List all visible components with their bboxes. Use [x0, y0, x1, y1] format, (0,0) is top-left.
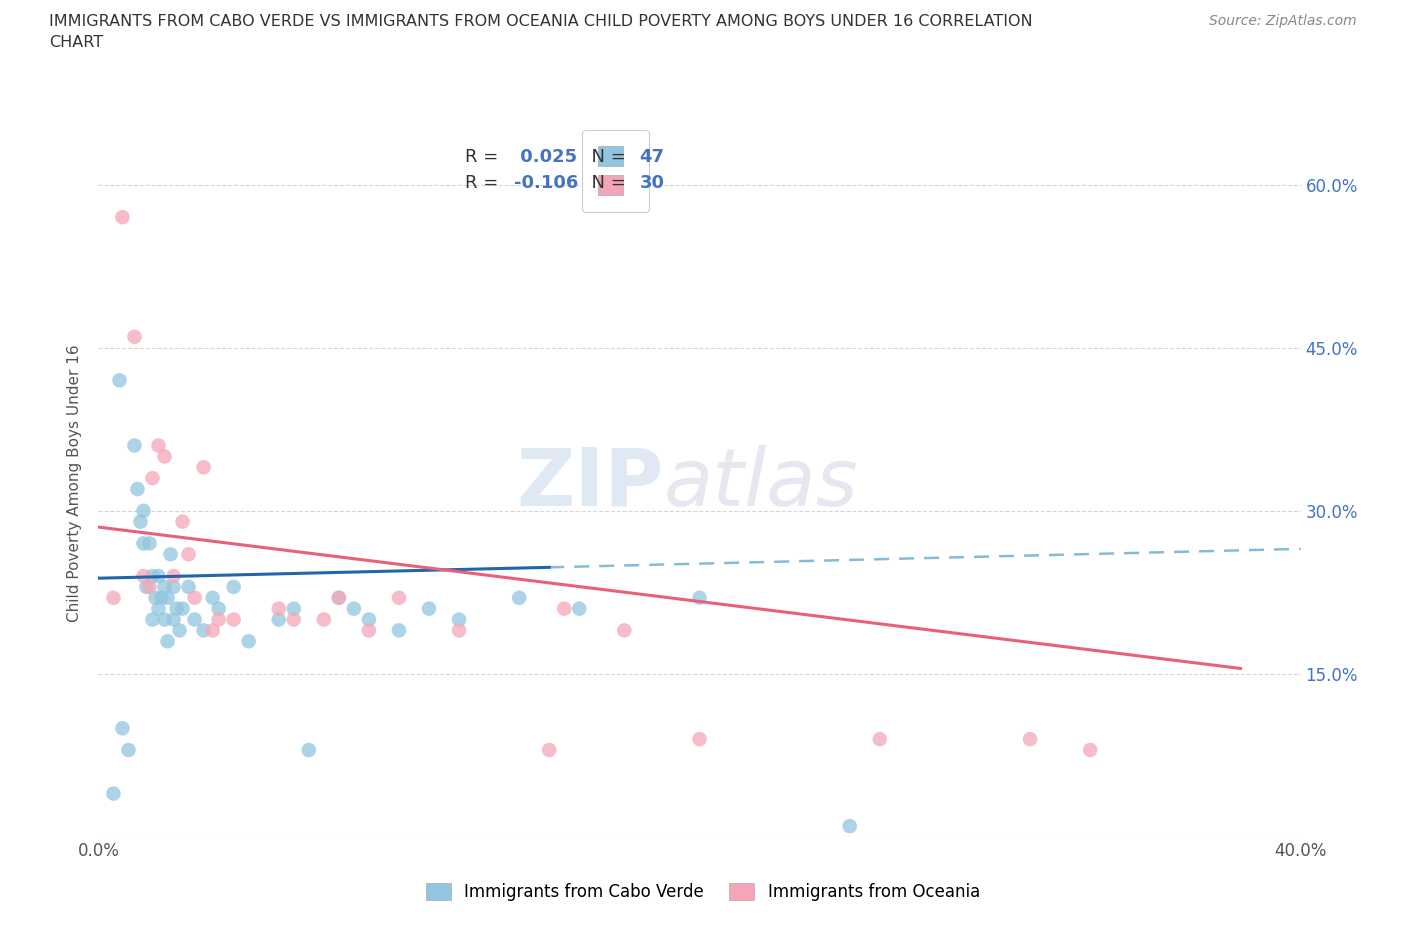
Point	[148, 568, 170, 583]
Point	[138, 579, 160, 594]
Point	[141, 568, 163, 583]
Point	[156, 634, 179, 649]
Point	[103, 786, 125, 801]
Point	[153, 579, 176, 594]
Point	[138, 536, 160, 551]
Point	[388, 623, 411, 638]
Point	[117, 742, 139, 757]
Point	[357, 612, 380, 627]
Y-axis label: Child Poverty Among Boys Under 16: Child Poverty Among Boys Under 16	[67, 345, 83, 622]
Point	[838, 818, 860, 833]
Point	[447, 623, 470, 638]
Point	[166, 601, 188, 616]
Text: N =: N =	[581, 174, 631, 192]
Point	[418, 601, 440, 616]
Text: CHART: CHART	[49, 35, 103, 50]
Point	[132, 568, 155, 583]
Point	[343, 601, 366, 616]
Point	[283, 612, 305, 627]
Point	[538, 742, 561, 757]
Point	[183, 612, 205, 627]
Point	[172, 601, 194, 616]
Point	[298, 742, 321, 757]
Point	[141, 612, 163, 627]
Point	[183, 591, 205, 605]
Point	[169, 623, 191, 638]
Point	[177, 579, 200, 594]
Point	[1019, 732, 1042, 747]
Text: R =: R =	[465, 174, 505, 192]
Point	[208, 612, 231, 627]
Point	[172, 514, 194, 529]
Text: R =: R =	[465, 148, 505, 166]
Point	[162, 568, 184, 583]
Point	[127, 482, 149, 497]
Text: N =: N =	[581, 148, 631, 166]
Point	[132, 503, 155, 518]
Point	[357, 623, 380, 638]
Point	[148, 601, 170, 616]
Legend: Immigrants from Cabo Verde, Immigrants from Oceania: Immigrants from Cabo Verde, Immigrants f…	[419, 876, 987, 908]
Point	[148, 438, 170, 453]
Point	[328, 591, 350, 605]
Point	[208, 601, 231, 616]
Point	[201, 623, 224, 638]
Point	[388, 591, 411, 605]
Point	[1078, 742, 1101, 757]
Text: ZIP: ZIP	[516, 445, 664, 523]
Text: atlas: atlas	[664, 445, 858, 523]
Legend: , : ,	[582, 130, 648, 211]
Point	[222, 612, 245, 627]
Point	[108, 373, 131, 388]
Point	[145, 591, 167, 605]
Point	[124, 329, 146, 344]
Point	[193, 623, 215, 638]
Point	[238, 634, 260, 649]
Point	[141, 471, 163, 485]
Point	[447, 612, 470, 627]
Point	[328, 591, 350, 605]
Point	[162, 579, 184, 594]
Point	[111, 721, 134, 736]
Text: 0.025: 0.025	[515, 148, 578, 166]
Point	[283, 601, 305, 616]
Point	[312, 612, 335, 627]
Point	[568, 601, 591, 616]
Point	[103, 591, 125, 605]
Point	[135, 579, 157, 594]
Point	[193, 459, 215, 474]
Point	[124, 438, 146, 453]
Point	[508, 591, 530, 605]
Point	[869, 732, 891, 747]
Point	[201, 591, 224, 605]
Point	[689, 732, 711, 747]
Point	[111, 210, 134, 225]
Point	[553, 601, 575, 616]
Text: -0.106: -0.106	[515, 174, 579, 192]
Point	[153, 612, 176, 627]
Text: IMMIGRANTS FROM CABO VERDE VS IMMIGRANTS FROM OCEANIA CHILD POVERTY AMONG BOYS U: IMMIGRANTS FROM CABO VERDE VS IMMIGRANTS…	[49, 14, 1033, 29]
Point	[132, 536, 155, 551]
Text: 30: 30	[640, 174, 665, 192]
Point	[150, 591, 173, 605]
Point	[159, 547, 181, 562]
Point	[613, 623, 636, 638]
Point	[153, 449, 176, 464]
Text: 47: 47	[640, 148, 665, 166]
Point	[267, 612, 290, 627]
Point	[156, 591, 179, 605]
Point	[177, 547, 200, 562]
Point	[267, 601, 290, 616]
Point	[222, 579, 245, 594]
Point	[689, 591, 711, 605]
Point	[162, 612, 184, 627]
Point	[129, 514, 152, 529]
Text: Source: ZipAtlas.com: Source: ZipAtlas.com	[1209, 14, 1357, 28]
